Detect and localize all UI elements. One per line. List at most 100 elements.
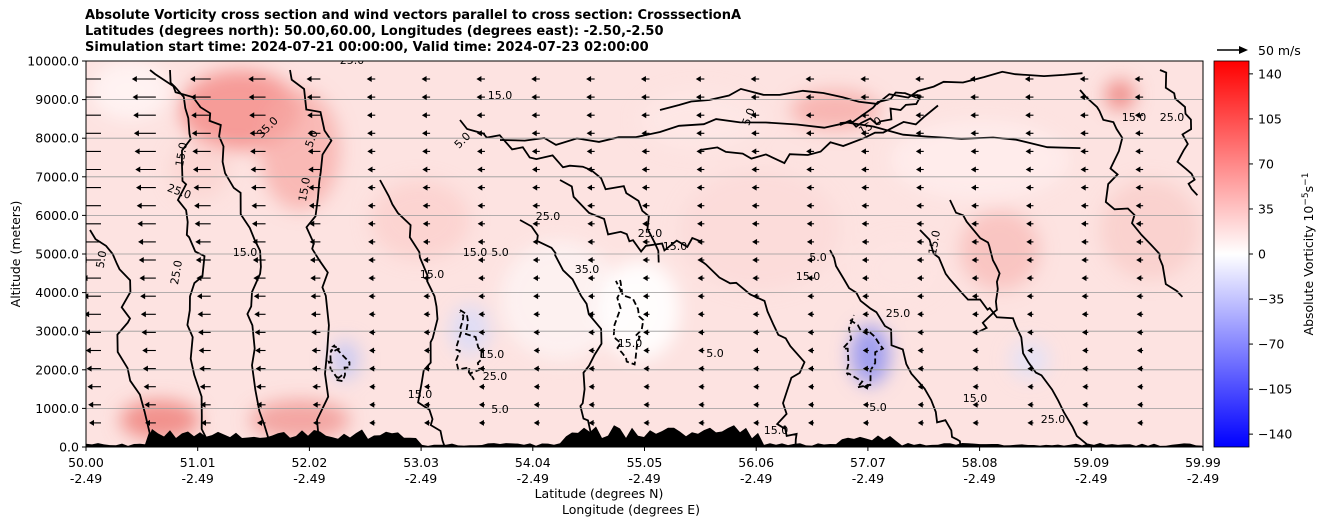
wind-vector-head: [917, 293, 923, 300]
wind-vector-head: [86, 329, 90, 336]
wind-vector-head: [86, 275, 88, 282]
wind-vector-head: [642, 202, 648, 209]
wind-vector-head: [533, 329, 539, 336]
colorbar-gradient: [1213, 60, 1250, 448]
wind-vector-head: [531, 76, 537, 82]
wind-vector-head: [532, 238, 538, 245]
wind-vector-head: [198, 347, 204, 354]
wind-vector-head: [586, 166, 592, 173]
wind-vector-head: [256, 383, 262, 390]
x-tick-label-lat: 59.99: [1185, 455, 1221, 470]
wind-vector-head: [368, 257, 374, 263]
contour-label: 15.0: [480, 348, 505, 361]
wind-vector-head: [970, 112, 976, 119]
wind-vector-head: [80, 221, 85, 227]
wind-vector-head: [916, 202, 922, 209]
wind-vector-head: [862, 347, 868, 354]
wind-vector-head: [142, 347, 148, 354]
wind-vector-head: [310, 311, 316, 318]
wind-vector-head: [643, 329, 649, 336]
wind-vector-head: [135, 166, 141, 173]
wind-vector-head: [1137, 365, 1143, 372]
x-tick-label-lon: -2.49: [1187, 471, 1219, 486]
wind-vector-head: [366, 94, 372, 101]
contour-line: [949, 199, 1001, 333]
wind-vector-head: [193, 184, 199, 191]
wind-vector-head: [1026, 293, 1032, 300]
wind-vector-head: [862, 311, 868, 318]
contour-line: [559, 179, 703, 253]
x-tick-label-lat: 59.09: [1073, 455, 1109, 470]
wind-vector-head: [917, 347, 923, 354]
wind-vector-head: [917, 383, 923, 390]
wind-vector-head: [806, 202, 812, 209]
contour-line: [839, 91, 922, 128]
wind-vector-head: [808, 383, 814, 390]
wind-vector-head: [695, 94, 701, 101]
wind-vector-head: [133, 130, 139, 137]
wind-vector-head: [696, 112, 702, 119]
colorbar-tick-label: 70: [1258, 156, 1274, 171]
wind-vector-head: [806, 220, 812, 227]
x-tick-label-lon: -2.49: [70, 471, 102, 486]
wind-vector-head: [478, 419, 484, 426]
wind-vector-head: [1026, 257, 1032, 263]
y-tick-label: 8000.0: [35, 131, 79, 146]
x-axis-title-longitude: Longitude (degrees E): [562, 502, 700, 517]
vorticity-patch: [860, 240, 940, 300]
wind-vector-head: [87, 383, 93, 390]
wind-vector-head: [248, 94, 254, 101]
wind-vector-head: [752, 293, 758, 300]
y-tick-label: 4000.0: [35, 285, 79, 300]
wind-vector-head: [133, 112, 139, 119]
wind-vector-head: [696, 202, 702, 209]
wind-vector-head: [477, 220, 483, 227]
wind-vector-head: [915, 76, 921, 82]
wind-vector-head: [972, 329, 978, 336]
wind-vector-head: [1081, 275, 1087, 282]
wind-vector-head: [421, 94, 427, 101]
wind-vector-head: [588, 347, 594, 354]
y-axis-title: Altitude (meters): [8, 201, 23, 308]
wind-vector-head: [312, 383, 318, 390]
wind-vector-head: [972, 419, 978, 426]
wind-vector-head: [137, 220, 143, 227]
x-tick-label-lat: 58.08: [962, 455, 998, 470]
wind-vector-head: [1080, 112, 1086, 119]
wind-vector-head: [252, 238, 258, 245]
contour-line: [841, 314, 885, 389]
wind-vector-head: [369, 383, 375, 390]
wind-vector-head: [805, 112, 811, 119]
wind-vector-head: [135, 184, 141, 191]
wind-vector-head: [915, 166, 921, 173]
wind-vector-head: [1135, 220, 1141, 227]
wind-vector-head: [81, 239, 86, 245]
colorbar-tick-label: 105: [1258, 111, 1282, 126]
wind-vector-head: [1025, 130, 1031, 137]
contour-label: 15.0: [963, 392, 988, 405]
vorticity-patch: [450, 305, 490, 355]
wind-vector-head: [138, 238, 144, 245]
y-tick-label: 9000.0: [35, 92, 79, 107]
wind-vector-head: [587, 220, 593, 227]
wind-vector-head: [641, 184, 647, 191]
wind-vector-head: [1024, 76, 1030, 82]
wind-vector-head: [970, 166, 976, 173]
wind-vector-head: [311, 365, 317, 372]
contour-lines: [89, 69, 1199, 447]
wind-vector-head: [140, 293, 146, 300]
wind-vectors: [80, 76, 1144, 426]
wind-vector-head: [367, 148, 373, 155]
wind-vector-head: [586, 130, 592, 137]
wind-vector-head: [805, 76, 811, 82]
contour-line: [379, 179, 446, 447]
wind-vector-head: [588, 329, 594, 336]
x-tick-label-lon: -2.49: [740, 471, 772, 486]
colorbar-tick-label: 140: [1258, 66, 1282, 81]
wind-vector-head: [860, 112, 866, 119]
x-axis: 50.00-2.4951.01-2.4952.02-2.4953.03-2.49…: [68, 447, 1221, 486]
wind-vector-head: [86, 347, 91, 354]
wind-vector-head: [531, 148, 537, 155]
wind-vector-head: [532, 220, 538, 227]
wind-vector-head: [698, 347, 704, 354]
